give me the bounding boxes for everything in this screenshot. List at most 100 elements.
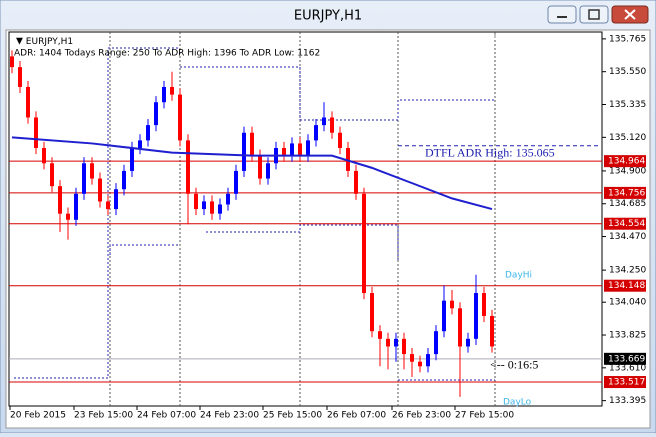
candle-body — [66, 213, 70, 220]
candle-body — [122, 170, 126, 190]
window-title: EURJPY,H1 — [294, 9, 362, 24]
level-label: 134.554 — [608, 219, 645, 229]
candle-body — [18, 67, 22, 87]
candle-body — [258, 155, 262, 179]
candle-body — [338, 132, 342, 149]
level-tag — [604, 186, 646, 199]
candle-body — [250, 132, 254, 156]
candle-body — [82, 163, 86, 194]
y-tick-label: 134.900 — [609, 166, 646, 176]
candle-body — [482, 293, 486, 316]
candle-body — [290, 143, 294, 156]
level-tag — [604, 279, 646, 292]
minimize-button[interactable] — [547, 5, 577, 24]
x-tick-label: 27 Feb 15:00 — [455, 411, 514, 421]
current-price-tag — [604, 352, 646, 365]
adr-box — [300, 99, 495, 121]
adr-box — [109, 244, 180, 255]
candle-body — [242, 132, 246, 171]
candle-body — [114, 189, 118, 210]
x-tick-label: 20 Feb 2015 — [10, 411, 66, 421]
candle-body — [346, 148, 350, 171]
y-tick-label: 135.120 — [609, 133, 646, 143]
candle-body — [90, 163, 94, 179]
candle-body — [298, 143, 302, 156]
candle-body — [354, 170, 358, 194]
candle-body — [362, 193, 366, 294]
y-tick-label: 135.335 — [609, 100, 646, 110]
candle-body — [162, 86, 166, 103]
candle-body — [394, 338, 398, 347]
candle-body — [74, 193, 78, 220]
symbol: EURJPY,H1 — [26, 37, 73, 47]
restore-icon — [588, 9, 600, 20]
candle-body — [138, 140, 142, 149]
candle-body — [106, 201, 110, 210]
info-text: ADR: 1404 Todays Range: 250 To ADR High:… — [14, 49, 320, 59]
candle-body — [226, 193, 230, 205]
candle-body — [218, 204, 222, 214]
y-tick-label: 134.470 — [609, 232, 646, 242]
candle-body — [402, 338, 406, 355]
symbol-label: ▼ EURJPY,H1 — [16, 37, 73, 47]
y-tick-label: 134.040 — [609, 298, 646, 308]
restore-button[interactable] — [579, 5, 609, 24]
candle-body — [410, 354, 414, 362]
y-tick-label: 134.685 — [609, 199, 646, 209]
candle-body — [170, 86, 174, 95]
y-tick-label: 133.395 — [609, 396, 646, 406]
y-tick-label: 134.250 — [609, 266, 646, 276]
level-label: 134.148 — [608, 281, 645, 291]
candle-body — [146, 125, 150, 141]
candle-body — [186, 140, 190, 194]
adr-box — [180, 66, 301, 120]
candle-body — [474, 293, 478, 339]
candle-body — [282, 148, 286, 156]
candle-body — [10, 56, 14, 68]
candle-body — [386, 338, 390, 347]
candle-body — [50, 163, 54, 187]
candle-body — [370, 293, 374, 332]
adr-box — [14, 47, 180, 379]
window-buttons[interactable] — [547, 5, 649, 24]
level-tag — [604, 217, 646, 230]
day-hi-label: DayHi — [505, 271, 532, 281]
candle-body — [130, 148, 134, 171]
adr-boxes — [14, 47, 495, 381]
candle-body — [266, 163, 270, 179]
candle-body — [442, 300, 446, 332]
candle-body — [330, 117, 334, 133]
candle-body — [426, 354, 430, 367]
plot-area — [8, 31, 603, 407]
level-label: 134.964 — [608, 157, 645, 167]
day-lo-label: DayLo — [503, 398, 532, 408]
timer-label: <-- 0:16:5 — [490, 358, 538, 372]
x-tick-label: 25 Feb 15:00 — [263, 411, 322, 421]
candle-body — [154, 102, 158, 126]
candle-body — [194, 193, 198, 210]
x-tick-label: 26 Feb 23:00 — [392, 411, 451, 421]
x-tick-label: 24 Feb 07:00 — [137, 411, 196, 421]
candle-body — [42, 148, 46, 164]
candle-body — [322, 117, 326, 126]
level-tag — [604, 155, 646, 168]
candle-body — [98, 178, 102, 202]
candle-body — [450, 300, 454, 309]
level-label: 134.756 — [608, 188, 645, 198]
x-tick-label: 23 Feb 15:00 — [74, 411, 133, 421]
moving-average — [11, 136, 493, 211]
close-icon — [624, 9, 636, 20]
y-tick-label: 135.765 — [609, 34, 646, 44]
y-tick-label: 133.825 — [609, 331, 646, 341]
candle-body — [434, 331, 438, 355]
candle-body — [34, 117, 38, 149]
candle-body — [26, 86, 30, 118]
x-tick-label: 24 Feb 23:00 — [200, 411, 259, 421]
candle-body — [314, 125, 318, 141]
candle-body — [178, 94, 182, 141]
candle-body — [378, 331, 382, 339]
candle-body — [466, 338, 470, 347]
level-label: 133.517 — [608, 378, 645, 388]
candle-body — [58, 186, 62, 214]
